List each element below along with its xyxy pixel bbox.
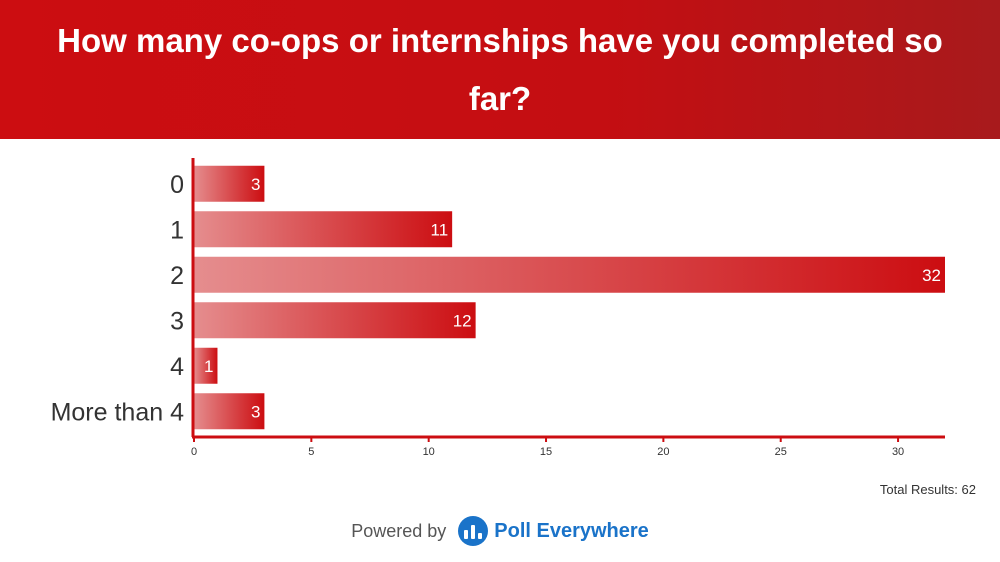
- bar: [194, 393, 265, 430]
- bar: [194, 256, 945, 293]
- page-title: How many co-ops or internships have you …: [57, 21, 943, 117]
- footer: Powered by Poll Everywhere: [0, 514, 1000, 548]
- x-tick-label: 20: [657, 446, 669, 458]
- bar: [194, 302, 476, 339]
- powered-by-label: Powered by: [351, 520, 447, 541]
- category-label: 3: [170, 307, 184, 335]
- x-tick-label: 30: [892, 446, 904, 458]
- bar-value-label: 12: [453, 311, 472, 330]
- bar: [194, 165, 265, 202]
- x-tick-label: 5: [308, 446, 314, 458]
- x-tick-label: 10: [423, 446, 435, 458]
- category-label: 0: [170, 171, 184, 199]
- bar-value-label: 1: [204, 357, 213, 376]
- poll-everywhere-logo-icon: [458, 516, 489, 546]
- category-label: More than 4: [51, 398, 185, 426]
- bar-value-label: 3: [251, 402, 260, 421]
- bar-value-label: 11: [431, 220, 449, 239]
- brand-logo[interactable]: Poll Everywhere: [458, 516, 649, 546]
- bar: [194, 347, 218, 384]
- x-tick-label: 25: [775, 446, 787, 458]
- brand-name: Poll Everywhere: [494, 519, 649, 542]
- x-tick-label: 0: [191, 446, 197, 458]
- x-tick-label: 15: [540, 446, 552, 458]
- bar-value-label: 3: [251, 175, 260, 194]
- bar: [194, 211, 453, 248]
- category-label: 2: [170, 262, 184, 290]
- bar-value-label: 32: [922, 266, 941, 285]
- category-label: 1: [170, 216, 184, 244]
- header-banner: How many co-ops or internships have you …: [0, 0, 1000, 139]
- category-label: 4: [170, 353, 184, 381]
- total-results: Total Results: 62: [879, 482, 976, 497]
